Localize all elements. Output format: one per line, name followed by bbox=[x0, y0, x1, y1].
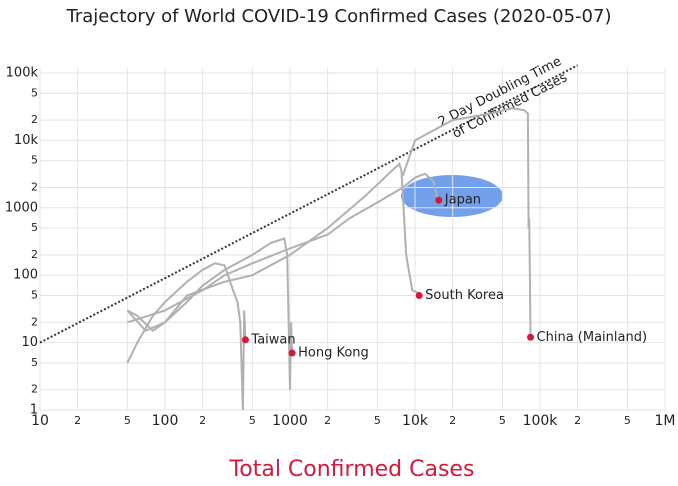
y-tick-label: 2 bbox=[31, 181, 38, 194]
x-tick-label: 100 bbox=[152, 413, 179, 429]
x-tick-label: 5 bbox=[374, 414, 381, 427]
series-label: China (Mainland) bbox=[537, 330, 648, 345]
end-marker bbox=[288, 349, 296, 357]
x-tick-label: 5 bbox=[124, 414, 131, 427]
y-tick-label: 5 bbox=[31, 288, 38, 301]
x-tick-label: 2 bbox=[74, 414, 81, 427]
x-tick-label: 1000 bbox=[272, 413, 308, 429]
y-tick-label: 100k bbox=[6, 66, 39, 81]
trajectory bbox=[127, 172, 440, 324]
x-tick-label: 1M bbox=[655, 413, 676, 429]
y-tick-label: 2 bbox=[31, 248, 38, 261]
y-tick-label: 1000 bbox=[5, 200, 38, 215]
series-label: South Korea bbox=[425, 288, 504, 303]
highlight bbox=[401, 175, 503, 217]
y-tick-label: 2 bbox=[31, 383, 38, 396]
end-marker bbox=[241, 336, 249, 344]
x-tick-label: 5 bbox=[624, 414, 631, 427]
doubling-line bbox=[39, 64, 579, 344]
x-tick-label: 100k bbox=[523, 413, 559, 429]
x-tick-label: 5 bbox=[249, 414, 256, 427]
y-tick-label: 5 bbox=[31, 154, 38, 167]
y-tick-label: 1 bbox=[30, 403, 38, 418]
x-tick-label: 2 bbox=[199, 414, 206, 427]
x-tick-label: 2 bbox=[449, 414, 456, 427]
x-tick-label: 10k bbox=[402, 413, 429, 429]
series-label: Hong Kong bbox=[298, 346, 369, 361]
y-tick-label: 5 bbox=[31, 86, 38, 99]
end-marker bbox=[435, 196, 443, 204]
y-tick-label: 5 bbox=[31, 221, 38, 234]
y-tick-label: 100 bbox=[13, 268, 38, 283]
series-label: Taiwan bbox=[250, 332, 295, 347]
end-marker bbox=[415, 291, 423, 299]
x-tick-label: 2 bbox=[324, 414, 331, 427]
y-tick-label: 5 bbox=[31, 356, 38, 369]
series-label: Japan bbox=[444, 193, 481, 208]
y-tick-label: 2 bbox=[31, 315, 38, 328]
y-tick-label: 10 bbox=[21, 335, 38, 350]
trajectory bbox=[126, 262, 247, 411]
y-tick-label: 2 bbox=[31, 113, 38, 126]
end-marker bbox=[527, 333, 535, 341]
x-tick-label: 2 bbox=[574, 414, 581, 427]
chart-title: Trajectory of World COVID-19 Confirmed C… bbox=[66, 6, 612, 27]
trajectory bbox=[401, 107, 532, 338]
trajectory bbox=[126, 161, 421, 332]
x-tick-label: 10 bbox=[31, 413, 49, 429]
x-tick-label: 5 bbox=[499, 414, 506, 427]
y-tick-label: 10k bbox=[14, 133, 39, 148]
trajectory bbox=[126, 237, 294, 390]
x-axis-title: Total Confirmed Cases bbox=[229, 457, 475, 482]
